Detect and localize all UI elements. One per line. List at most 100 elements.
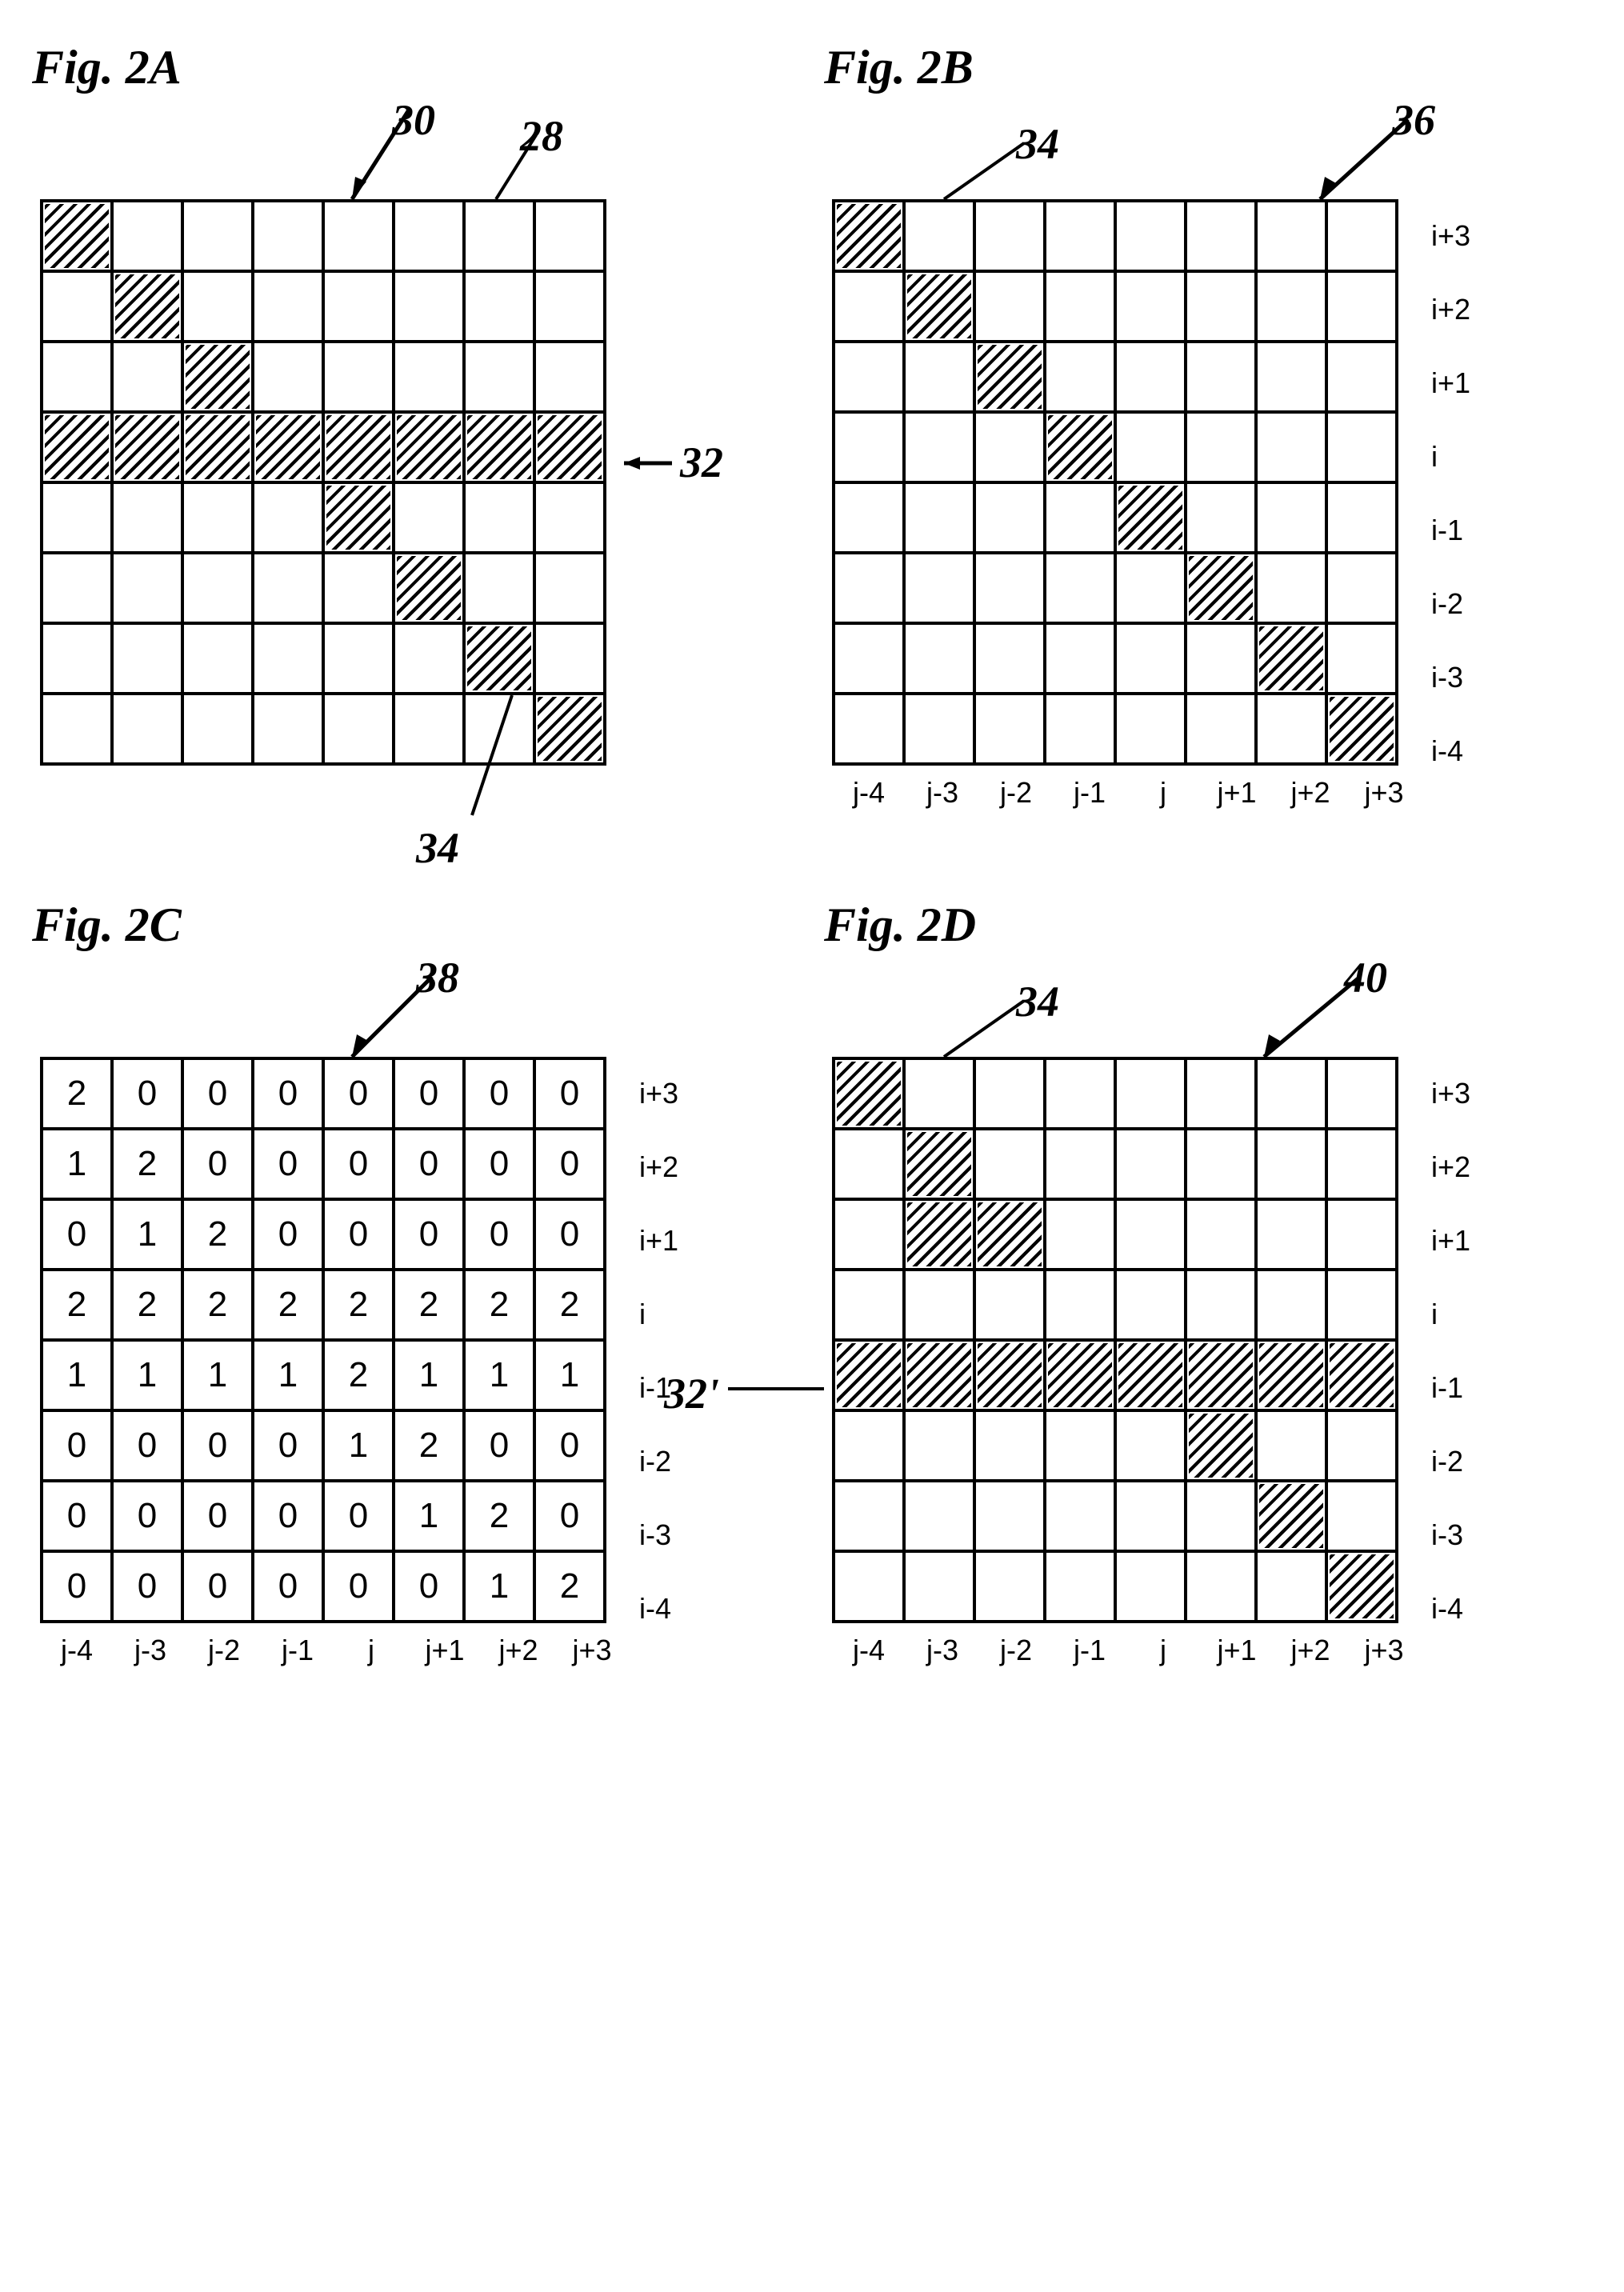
grid-cell: [534, 201, 605, 271]
grid-cell: [1186, 1270, 1256, 1340]
col-label: j+1: [1200, 776, 1274, 810]
panel-2a: Fig. 2A 30 28 32 34: [24, 40, 752, 770]
row-label: i-3: [1431, 641, 1470, 714]
grid-cell: [464, 412, 534, 482]
grid-cell: [1256, 271, 1326, 342]
grid-cell: 1: [464, 1551, 534, 1622]
col-label: j-3: [906, 1634, 979, 1667]
grid-cell: [1256, 1410, 1326, 1481]
grid-cell: [1256, 553, 1326, 623]
grid-cell: [1045, 1058, 1115, 1129]
grid-cell: 0: [182, 1058, 253, 1129]
grid-cell: 0: [253, 1551, 323, 1622]
grid-cell: [182, 412, 253, 482]
grid-cell: [834, 1199, 904, 1270]
grid-cell: [834, 482, 904, 553]
panel-title-2c: Fig. 2C: [24, 898, 752, 953]
grid-cell: [1256, 623, 1326, 694]
row-label: i+1: [1431, 1204, 1470, 1278]
grid-cell: [464, 201, 534, 271]
grid-cell: [974, 482, 1045, 553]
col-label: j-2: [187, 1634, 261, 1667]
grid-cell: [42, 342, 112, 412]
grid-cell: [904, 482, 974, 553]
row-label: i: [1431, 420, 1470, 494]
grid-cell: [974, 201, 1045, 271]
grid-cell: [253, 271, 323, 342]
grid-cell: [1045, 1270, 1115, 1340]
grid-cell: [1256, 1481, 1326, 1551]
grid-cell: [323, 553, 394, 623]
grid-cell: [904, 1058, 974, 1129]
grid-cell: 2: [112, 1270, 182, 1340]
grid-cell: [464, 271, 534, 342]
grid-cell: [1326, 623, 1397, 694]
grid-wrap-2d: 40 34 i+3i+2i+1ii-1i-2i-3i-4 j-4j-3j-2j-…: [832, 1057, 1398, 1623]
grid-cell: [1045, 1481, 1115, 1551]
grid-cell: [1186, 553, 1256, 623]
grid-cell: [1115, 1199, 1186, 1270]
col-label: j: [334, 1634, 408, 1667]
grid-cell: 0: [182, 1551, 253, 1622]
grid-cell: 2: [323, 1340, 394, 1410]
grid-cell: [253, 623, 323, 694]
panel-2c: Fig. 2C 38 20000000120000000120000022222…: [24, 898, 752, 1627]
row-label: i-4: [1431, 714, 1470, 788]
grid-cell: [1115, 1058, 1186, 1129]
grid-2b: [832, 199, 1398, 766]
row-label: i: [1431, 1278, 1470, 1351]
grid-cell: [1115, 412, 1186, 482]
grid-cell: [1115, 1340, 1186, 1410]
col-label: j+1: [408, 1634, 482, 1667]
grid-cell: [904, 1340, 974, 1410]
grid-cell: [1045, 482, 1115, 553]
col-label: j-4: [40, 1634, 114, 1667]
grid-cell: [182, 342, 253, 412]
col-label: j-4: [832, 776, 906, 810]
grid-cell: [1045, 1199, 1115, 1270]
grid-cell: [182, 482, 253, 553]
grid-cell: 1: [534, 1340, 605, 1410]
grid-cell: 0: [182, 1129, 253, 1199]
grid-cell: [904, 271, 974, 342]
row-label: i-4: [639, 1572, 678, 1646]
grid-cell: [1186, 1129, 1256, 1199]
grid-cell: [1115, 482, 1186, 553]
grid-cell: [1186, 482, 1256, 553]
grid-cell: [42, 553, 112, 623]
grid-cell: 1: [464, 1340, 534, 1410]
grid-cell: [1045, 1129, 1115, 1199]
grid-cell: [42, 482, 112, 553]
grid-cell: [1256, 482, 1326, 553]
grid-cell: [42, 271, 112, 342]
grid-cell: 0: [534, 1410, 605, 1481]
grid-cell: [1045, 342, 1115, 412]
grid-cell: 0: [464, 1058, 534, 1129]
grid-cell: [974, 553, 1045, 623]
grid-cell: 2: [182, 1199, 253, 1270]
col-label: j: [1126, 776, 1200, 810]
row-label: i+3: [639, 1057, 678, 1130]
callout-28: 28: [520, 111, 563, 161]
panel-2d: Fig. 2D 40 34 i+3i+2i+1ii-1i-2i-3i-4 j-4…: [816, 898, 1544, 1627]
grid-cell: [974, 1340, 1045, 1410]
grid-cell: 0: [182, 1410, 253, 1481]
grid-cell: [1326, 1199, 1397, 1270]
grid-cell: 2: [464, 1270, 534, 1340]
grid-wrap-2b: 36 34 i+3i+2i+1ii-1i-2i-3i-4 j-4j-3j-2j-…: [832, 199, 1398, 766]
grid-cell: [834, 1058, 904, 1129]
grid-cell: [464, 553, 534, 623]
grid-cell: 0: [112, 1058, 182, 1129]
callout-34b: 34: [1016, 119, 1059, 169]
grid-cell: [974, 1270, 1045, 1340]
grid-cell: 0: [112, 1410, 182, 1481]
grid-cell: 0: [394, 1129, 464, 1199]
grid-cell: [253, 553, 323, 623]
grid-cell: [834, 623, 904, 694]
grid-cell: [253, 694, 323, 764]
col-labels-2c: j-4j-3j-2j-1jj+1j+2j+3: [40, 1634, 629, 1667]
grid-cell: 0: [534, 1129, 605, 1199]
row-label: i-2: [639, 1425, 678, 1498]
grid-cell: 0: [534, 1058, 605, 1129]
col-label: j+1: [1200, 1634, 1274, 1667]
